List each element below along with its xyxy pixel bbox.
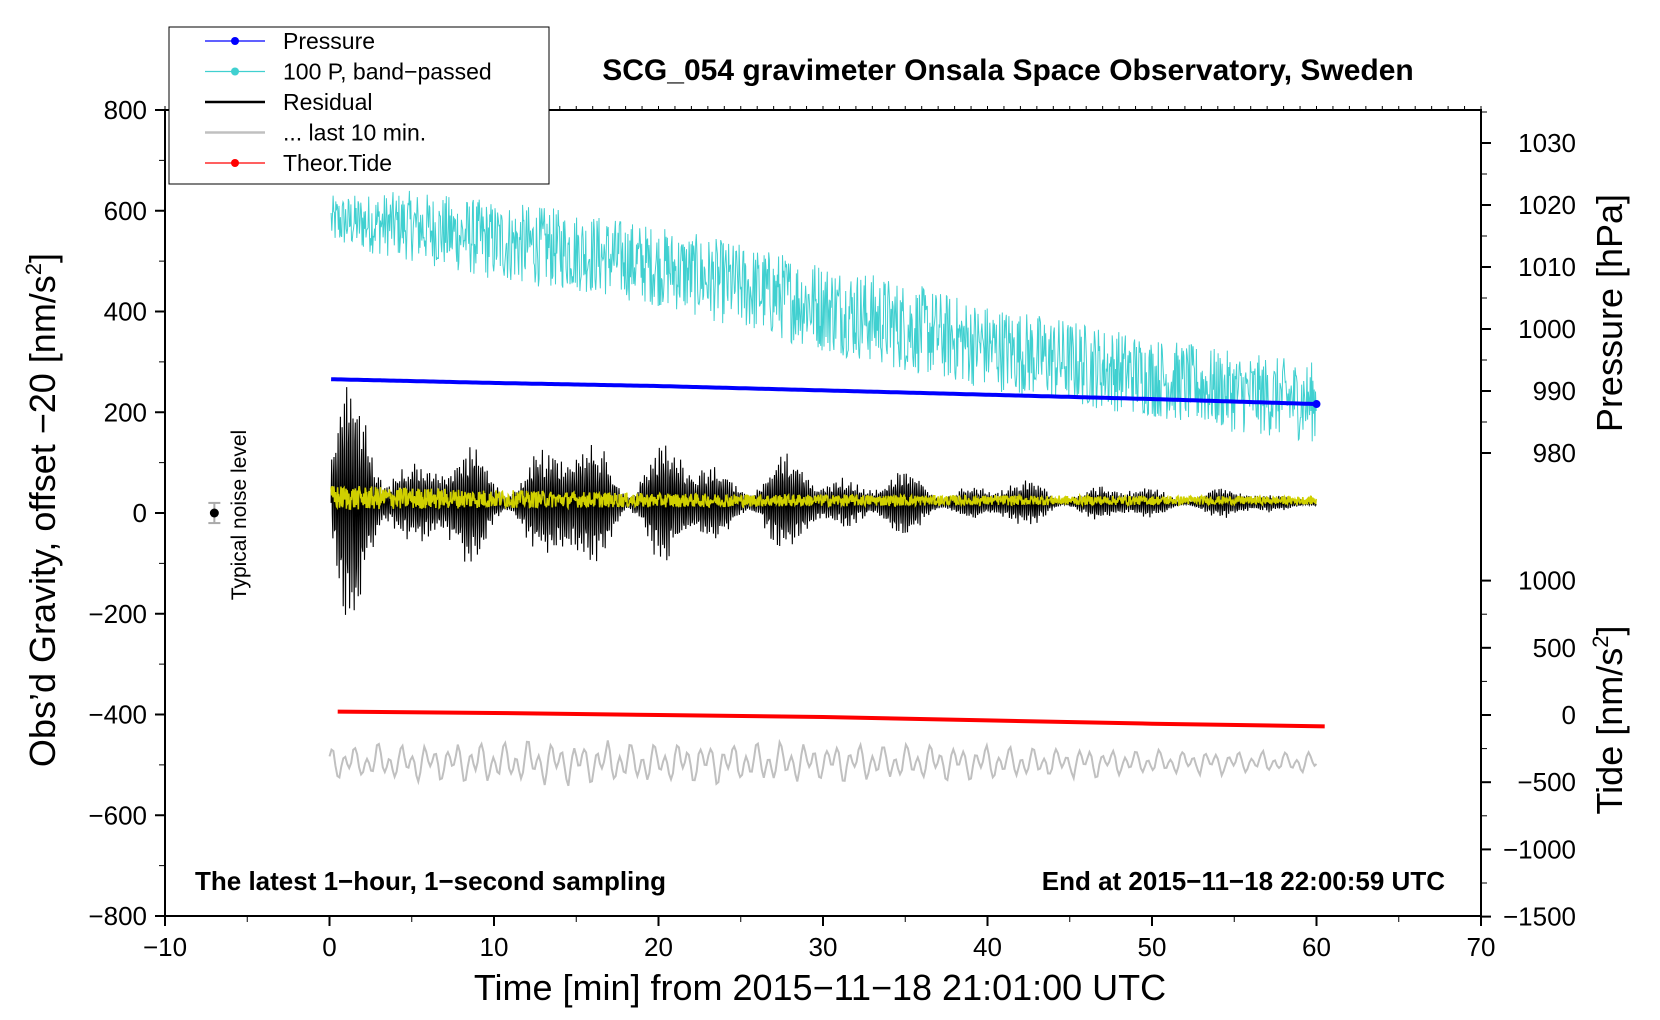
tick-layer: −10 0 10 20 30 40 50 60 70−800−600−400−200020040… <box>88 95 1576 962</box>
x-tick-label: 40 <box>973 932 1002 962</box>
x-tick-label: 60 <box>1302 932 1331 962</box>
tide-axis-title-main: Tide [nm/s <box>1589 648 1630 815</box>
pressure-axis-title: Pressure [hPa] <box>1589 194 1630 432</box>
legend-box <box>168 26 550 185</box>
y-tick-label: −400 <box>88 700 147 730</box>
legend: Pressure 100 P, band−passed Residual ... la… <box>168 26 550 185</box>
x-tick-label: 50 <box>1138 932 1167 962</box>
x-tick-label: 20 <box>644 932 673 962</box>
pressure-end-marker <box>1312 400 1321 409</box>
legend-label: Residual <box>283 89 373 115</box>
pressure-tick-label: 1020 <box>1518 190 1576 220</box>
legend-label: ... last 10 min. <box>283 120 426 146</box>
pressure-tick-label: 990 <box>1533 376 1576 406</box>
tide-tick-label: −1500 <box>1503 902 1576 932</box>
series-layer <box>208 190 1325 787</box>
y-tick-label: 400 <box>104 297 147 327</box>
legend-marker <box>231 67 239 76</box>
x-tick-label: 0 <box>322 932 336 962</box>
x-tick-label: 70 <box>1467 932 1496 962</box>
tide-axis-title-close: ] <box>1589 626 1630 636</box>
legend-marker <box>231 37 239 45</box>
x-tick-label: 30 <box>809 932 838 962</box>
series-pressure <box>331 377 1315 406</box>
y-tick-label: 800 <box>104 95 147 125</box>
tide-tick-label: 500 <box>1533 633 1576 663</box>
tide-axis-title: Tide [nm/s2] <box>1588 626 1630 815</box>
pressure-tick-label: 1030 <box>1518 128 1576 158</box>
y-tick-label: 0 <box>133 498 147 528</box>
y-axis-title: Obs’d Gravity, offset −20 [nm/s2] <box>21 253 63 767</box>
y-tick-label: −800 <box>88 901 147 931</box>
chart-title: SCG_054 gravimeter Onsala Space Observat… <box>602 54 1414 87</box>
legend-marker <box>231 159 239 167</box>
noise-point <box>209 508 219 518</box>
y-tick-label: −200 <box>88 599 147 629</box>
x-tick-label: 10 <box>480 932 509 962</box>
pressure-tick-label: 1010 <box>1518 252 1576 282</box>
x-axis-title: Time [min] from 2015−11−18 21:01:00 UTC <box>474 967 1166 1008</box>
legend-label: Theor.Tide <box>283 150 392 176</box>
pressure-tick-label: 980 <box>1533 438 1576 468</box>
series-last-10-min <box>328 738 1318 787</box>
series-bandpassed-pressure <box>330 190 1317 442</box>
y-axis-title-close: ] <box>22 253 63 263</box>
x-tick-label: −10 <box>143 932 187 962</box>
y-tick-label: 200 <box>104 397 147 427</box>
tide-tick-label: −1000 <box>1503 834 1576 864</box>
end-time-note: End at 2015−11−18 22:00:59 UTC <box>1042 866 1445 896</box>
y-axis-title-sup: 2 <box>21 263 46 275</box>
sampling-note: The latest 1−hour, 1−second sampling <box>195 866 666 896</box>
legend-label: 100 P, band−passed <box>283 59 492 85</box>
y-axis-title-main: Obs’d Gravity, offset −20 [nm/s <box>22 275 63 767</box>
tide-tick-label: 1000 <box>1518 566 1576 596</box>
legend-label: Pressure <box>283 28 375 54</box>
series-theor-tide <box>337 709 1325 729</box>
tide-tick-label: −500 <box>1517 767 1576 797</box>
tide-axis-title-sup: 2 <box>1588 636 1613 648</box>
noise-level-label: Typical noise level <box>228 430 251 600</box>
pressure-tick-label: 1000 <box>1518 314 1576 344</box>
y-tick-label: −600 <box>88 800 147 830</box>
series-yellow <box>330 485 1317 511</box>
y-tick-label: 600 <box>104 196 147 226</box>
tide-tick-label: 0 <box>1562 700 1576 730</box>
